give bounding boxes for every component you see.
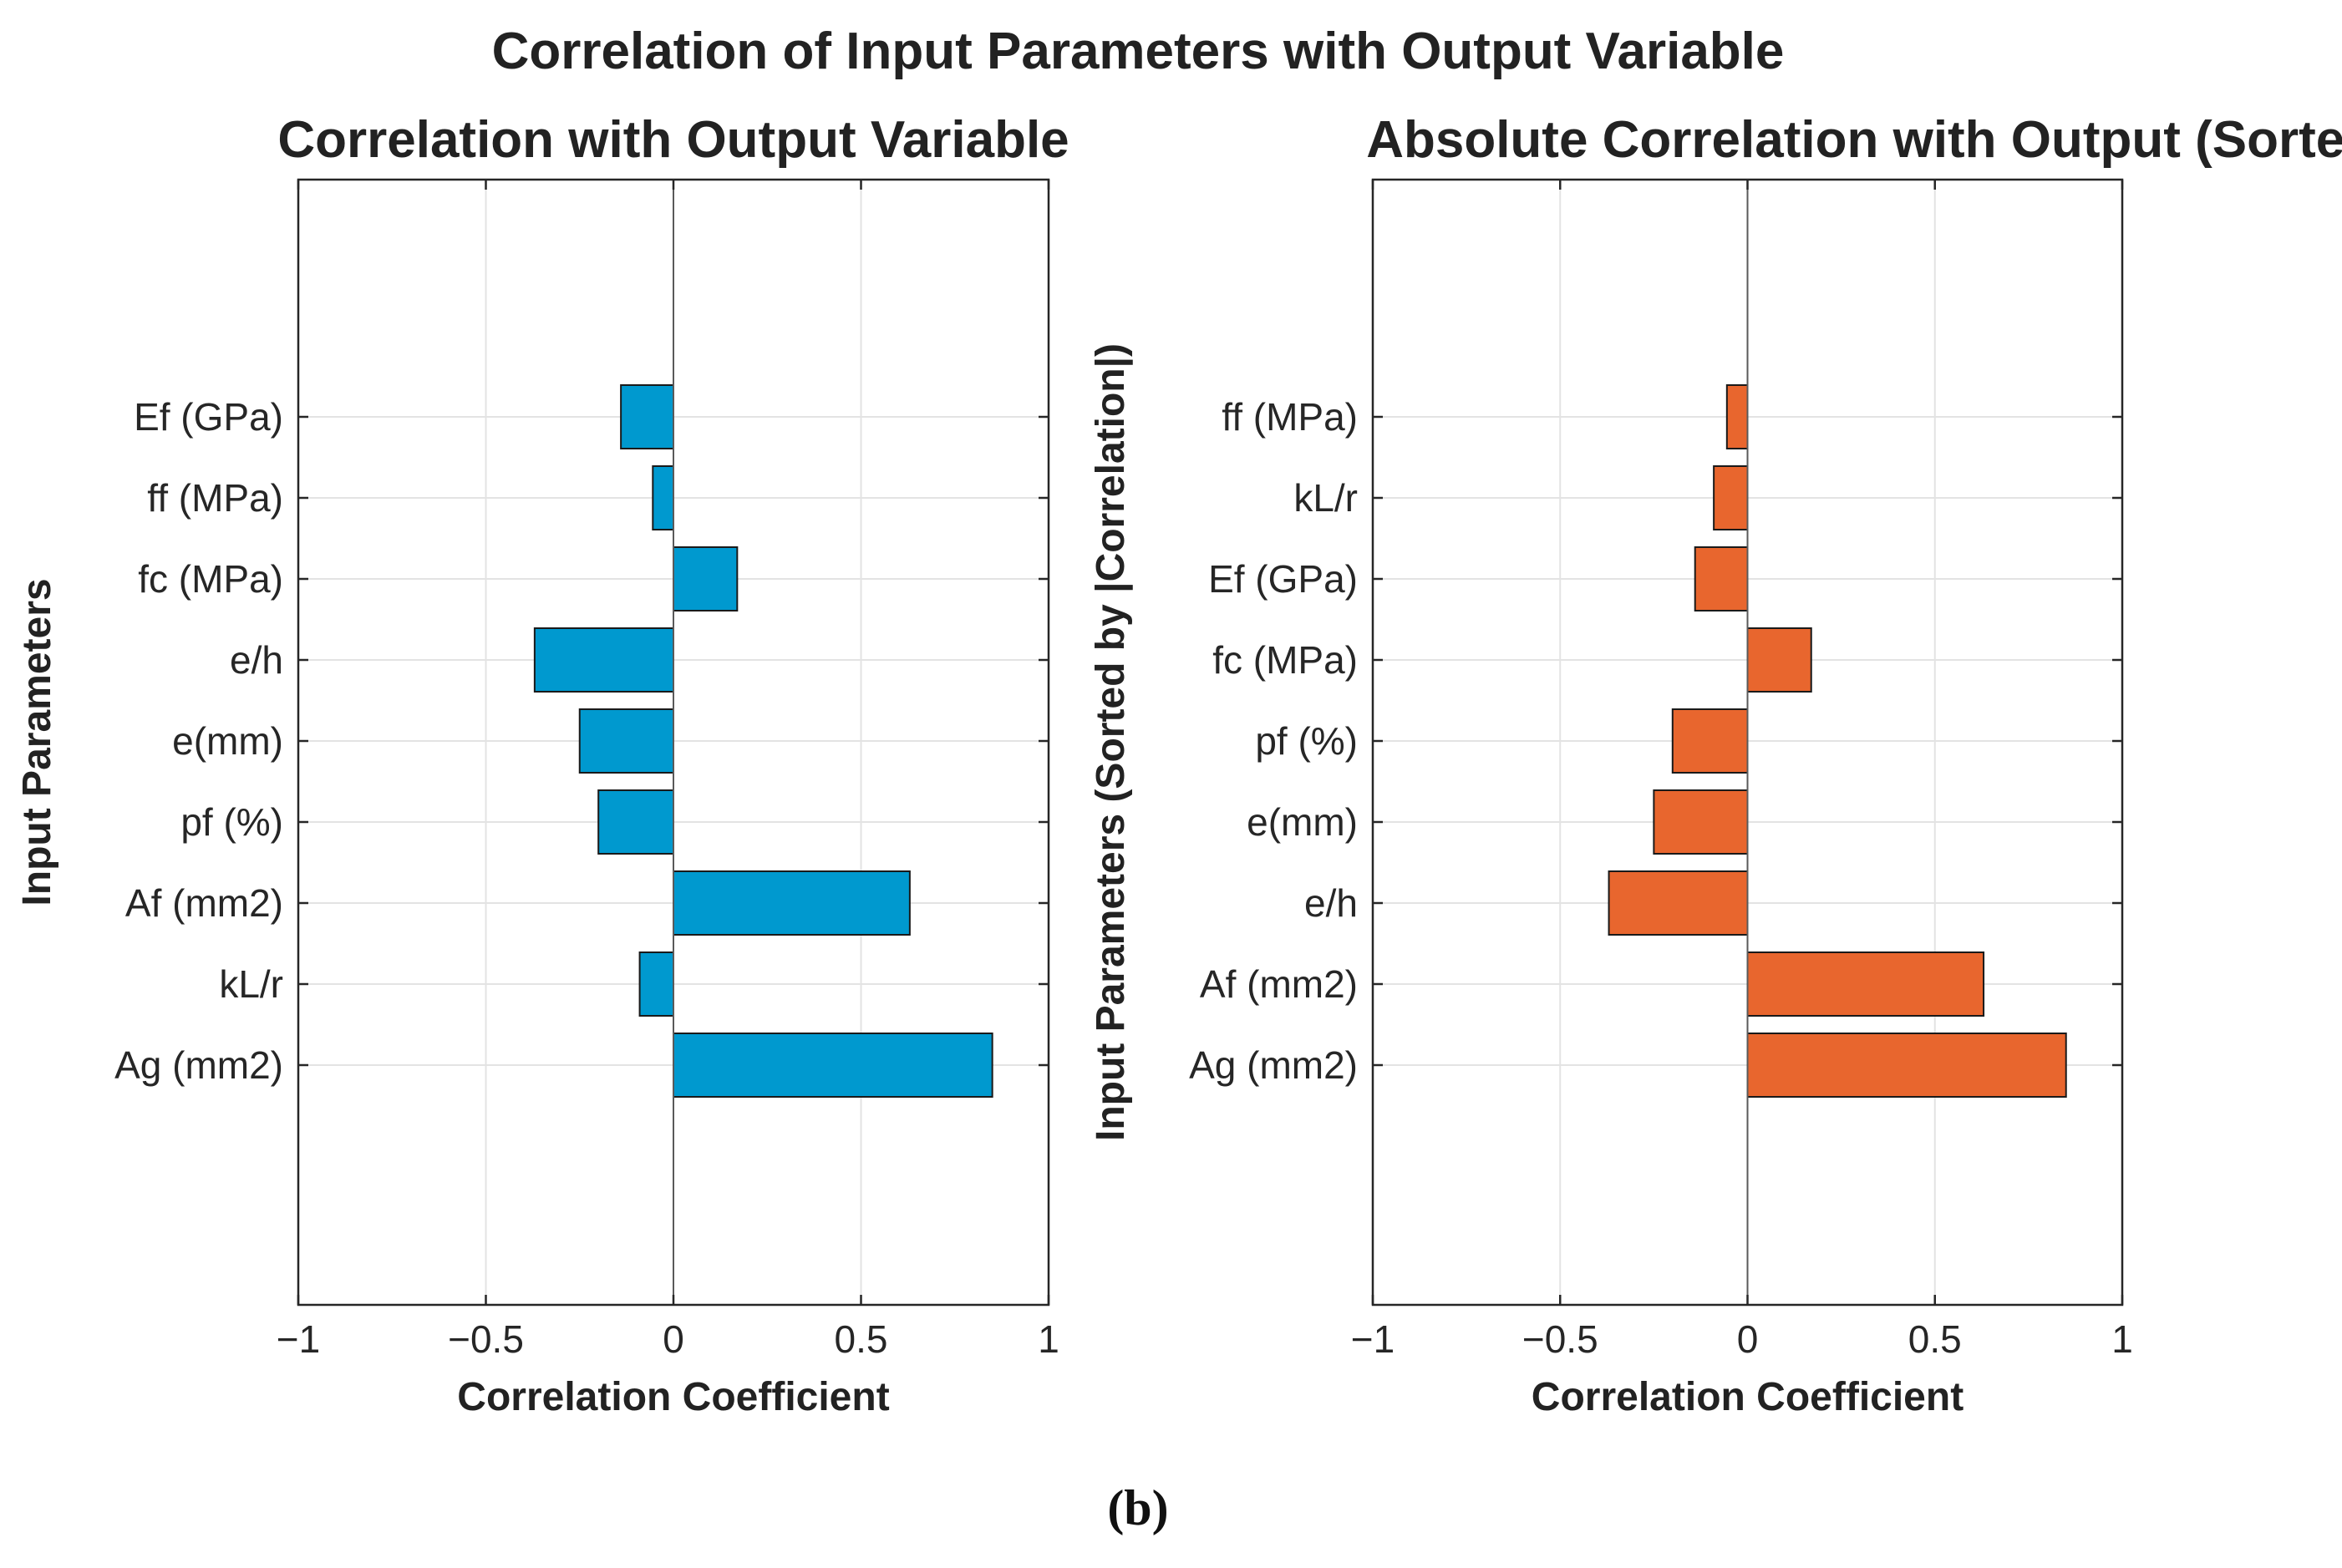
x-axis-label: Correlation Coefficient [457, 1375, 889, 1419]
bar [673, 546, 739, 611]
chart-title: Absolute Correlation with Output (Sorted… [1366, 111, 2342, 169]
y-tick-label: e(mm) [1247, 800, 1358, 844]
x-tick-label: −0.5 [448, 1317, 524, 1361]
bar [578, 708, 674, 774]
bar [1608, 870, 1749, 936]
bar [1746, 1033, 2067, 1098]
x-tick-label: 0 [1737, 1317, 1759, 1361]
y-tick-label: Af (mm2) [125, 881, 283, 925]
y-tick-label: e/h [1304, 881, 1358, 925]
y-tick-label: fc (MPa) [1212, 638, 1358, 682]
y-tick-label: kL/r [219, 962, 283, 1006]
bar [673, 870, 911, 936]
bar [1725, 384, 1749, 449]
bar [1653, 789, 1749, 855]
chart-title: Correlation with Output Variable [277, 111, 1069, 169]
right-chart: −1 −0.5 0 0.5 1 Ag (mm2) Af (mm2) e/h e(mm) pf (%… [1089, 111, 2342, 1419]
figure-caption: (b) [1107, 1480, 1168, 1535]
y-tick-label: pf (%) [180, 800, 283, 844]
y-tick-label: e/h [230, 638, 283, 682]
bar [597, 789, 675, 855]
left-chart: −1 −0.5 0 0.5 1 Ag (mm2) kL/r Af (mm2) pf (%) e(m… [15, 111, 1069, 1419]
bar [1694, 546, 1749, 611]
x-axis-label: Correlation Coefficient [1532, 1375, 1964, 1419]
y-tick-label: e(mm) [172, 719, 283, 763]
x-tick-label: 1 [2111, 1317, 2133, 1361]
x-tick-label: −1 [1351, 1317, 1395, 1361]
bar [673, 1033, 993, 1098]
y-tick-label: Ag (mm2) [1189, 1043, 1358, 1087]
x-tick-label: 0.5 [1908, 1317, 1962, 1361]
bar [1671, 708, 1749, 774]
y-tick-label: ff (MPa) [147, 476, 283, 520]
x-tick-label: −0.5 [1522, 1317, 1598, 1361]
bar [620, 384, 675, 449]
y-tick-label: Ef (GPa) [1208, 557, 1358, 601]
y-tick-label: fc (MPa) [138, 557, 283, 601]
suptitle: Correlation of Input Parameters with Out… [492, 23, 1785, 80]
y-tick-label: Ef (GPa) [134, 395, 283, 439]
y-tick-label: ff (MPa) [1222, 395, 1358, 439]
bar [1746, 951, 1985, 1017]
x-tick-label: −1 [277, 1317, 320, 1361]
y-axis-label: Input Parameters (Sorted by |Correlation… [1089, 343, 1133, 1141]
bar [638, 951, 675, 1017]
y-tick-label: kL/r [1293, 476, 1358, 520]
bar [1713, 465, 1749, 530]
y-tick-label: Af (mm2) [1200, 962, 1358, 1006]
bar [533, 627, 674, 693]
x-tick-label: 1 [1038, 1317, 1059, 1361]
x-tick-label: 0 [663, 1317, 684, 1361]
y-tick-label: Ag (mm2) [114, 1043, 283, 1087]
y-axis-label: Input Parameters [15, 578, 59, 906]
bar [1746, 627, 1812, 693]
bar [652, 465, 674, 530]
y-tick-label: pf (%) [1255, 719, 1358, 763]
x-tick-label: 0.5 [835, 1317, 888, 1361]
